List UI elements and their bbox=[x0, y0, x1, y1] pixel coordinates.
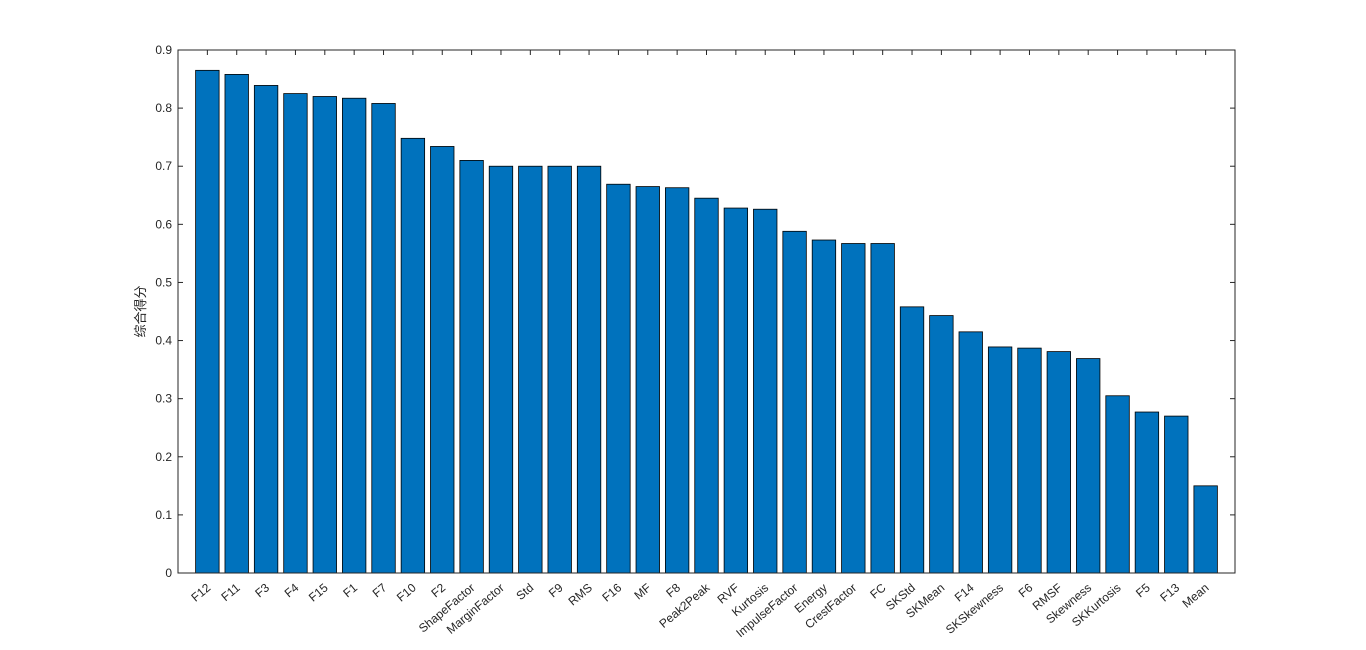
bar-F15 bbox=[312, 96, 337, 574]
bar-MarginFactor bbox=[488, 165, 514, 574]
bar-F4 bbox=[283, 93, 308, 574]
x-tick-label: F2 bbox=[428, 580, 448, 600]
y-tick-label: 0.6 bbox=[155, 217, 172, 231]
bar-SKKurtosis bbox=[1105, 395, 1130, 574]
bar-RVF bbox=[723, 207, 749, 574]
bar-F16 bbox=[606, 183, 631, 574]
axes-box bbox=[177, 49, 1236, 574]
bars bbox=[195, 69, 1218, 574]
y-tick-label: 0.4 bbox=[155, 334, 172, 348]
bar-F10 bbox=[400, 137, 426, 574]
bar-F7 bbox=[371, 103, 396, 574]
y-tick-label: 0.3 bbox=[155, 392, 172, 406]
bar-RMSF bbox=[1046, 351, 1071, 574]
bar-MF bbox=[635, 186, 660, 574]
bar-F14 bbox=[958, 331, 983, 574]
x-tick-label: F8 bbox=[663, 580, 683, 600]
y-tick-label: 0.8 bbox=[155, 101, 172, 115]
bar-F11 bbox=[224, 74, 249, 574]
bar-RMS bbox=[576, 165, 602, 574]
bar-ShapeFactor bbox=[459, 160, 484, 574]
x-tick-label: F13 bbox=[1157, 580, 1182, 604]
x-tick-label: F10 bbox=[394, 580, 419, 604]
bar-F6 bbox=[1017, 347, 1042, 574]
x-tick-label: Std bbox=[513, 581, 536, 603]
bar-CrestFactor bbox=[841, 243, 866, 574]
bar-F12 bbox=[195, 69, 220, 574]
bar-Std bbox=[518, 165, 543, 574]
x-tick-label: RMS bbox=[566, 581, 595, 609]
x-tick-label: F1 bbox=[340, 580, 360, 600]
bar-Energy bbox=[811, 239, 837, 574]
x-tick-label: Mean bbox=[1180, 581, 1212, 611]
bar-ImpulseFactor bbox=[782, 230, 807, 574]
bar-Kurtosis bbox=[753, 208, 778, 574]
bar-Skewness bbox=[1076, 358, 1101, 574]
y-tick-label: 0.1 bbox=[155, 508, 172, 522]
bar-F3 bbox=[253, 85, 279, 574]
bar-SKSkewness bbox=[987, 346, 1013, 574]
x-tick-label: MF bbox=[631, 581, 653, 603]
y-tick-label: 0.7 bbox=[155, 159, 172, 173]
x-tick-label: F9 bbox=[546, 580, 566, 600]
y-axis-label: 综合得分 bbox=[133, 285, 148, 337]
y-tick-label: 0.9 bbox=[155, 43, 172, 57]
y-tick-label: 0.5 bbox=[155, 275, 172, 289]
x-tick-label: F5 bbox=[1133, 580, 1153, 600]
bar-F2 bbox=[430, 146, 455, 574]
bar-FC bbox=[870, 243, 895, 574]
x-tick-label: F7 bbox=[370, 580, 390, 600]
x-tick-label: F3 bbox=[252, 580, 272, 600]
y-tick-label: 0 bbox=[165, 566, 172, 580]
x-tick-label: F6 bbox=[1016, 580, 1036, 600]
bar-SKStd bbox=[899, 306, 925, 574]
bar-Mean bbox=[1193, 485, 1218, 574]
bar-F5 bbox=[1134, 411, 1160, 574]
bar-SKMean bbox=[929, 315, 954, 574]
x-tick-labels: F12 F11 F3 F4 F15 F1 F7 F10 F2ShapeFactorMarginF… bbox=[188, 580, 1211, 640]
x-tick-label: F16 bbox=[599, 580, 624, 604]
y-tick-label: 0.2 bbox=[155, 450, 172, 464]
x-tick-label: F4 bbox=[282, 580, 302, 600]
x-tick-label: F11 bbox=[218, 580, 242, 604]
x-tick-label: FC bbox=[867, 580, 889, 601]
bar-F1 bbox=[342, 97, 367, 574]
bar-F9 bbox=[547, 165, 572, 574]
x-tick-label: F15 bbox=[306, 580, 331, 604]
bar-F13 bbox=[1164, 415, 1189, 574]
bar-Peak2Peak bbox=[694, 197, 719, 574]
y-tick-labels: 0 0.1 0.2 0.3 0.4 0.5 0.6 0.7 0.8 0.9 bbox=[155, 43, 172, 580]
bar-F8 bbox=[664, 187, 690, 574]
x-tick-label: F12 bbox=[188, 580, 213, 604]
